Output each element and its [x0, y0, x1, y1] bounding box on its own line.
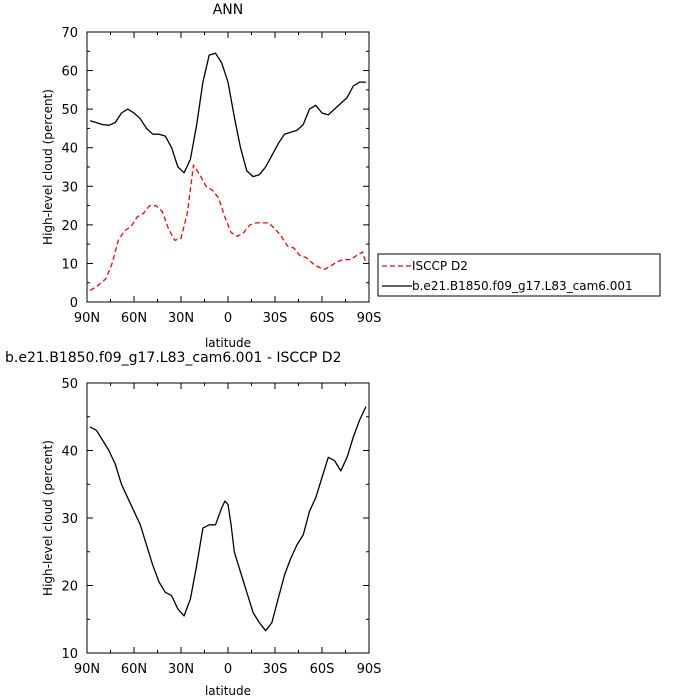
top-x-tick-label: 90N — [74, 311, 100, 326]
top-y-tick-label: 60 — [61, 65, 78, 80]
bottom-x-tick-label: 90N — [74, 662, 100, 677]
bottom-y-tick-label: 20 — [61, 580, 78, 595]
bottom-x-tick-label: 60N — [121, 662, 147, 677]
top-series-line-1 — [89, 52, 366, 178]
top-plot-frame — [86, 31, 370, 303]
top-y-tick-label: 30 — [61, 180, 78, 195]
top-series-line-0 — [89, 164, 367, 291]
top-x-axis-label: latitude — [205, 336, 251, 350]
bottom-x-tick-label: 90S — [357, 662, 382, 677]
bottom-y-axis-label: High-level cloud (percent) — [41, 440, 55, 596]
bottom-y-tick-label: 30 — [61, 512, 78, 527]
top-x-tick-label: 60N — [121, 311, 147, 326]
top-series — [89, 52, 367, 291]
bottom-y-ticks: 10 20 30 40 50 — [61, 377, 369, 662]
top-y-tick-label: 10 — [61, 257, 78, 272]
top-x-tick-label: 90S — [357, 311, 382, 326]
bottom-x-tick-label: 30S — [263, 662, 288, 677]
top-y-tick-label: 0 — [70, 296, 78, 311]
bottom-y-tick-label: 50 — [61, 377, 78, 392]
top-x-tick-label: 30N — [168, 311, 194, 326]
bottom-title: b.e21.B1850.f09_g17.L83_cam6.001 - ISCCP… — [5, 350, 342, 366]
bottom-plot-frame — [86, 382, 370, 654]
bottom-x-ticks: 90N 60N 30N 0 30S 60S 90S — [74, 383, 382, 677]
bottom-series — [89, 406, 367, 632]
bottom-series-line-0 — [89, 406, 367, 632]
top-x-tick-label: 30S — [263, 311, 288, 326]
top-x-tick-label: 60S — [310, 311, 335, 326]
legend-box — [377, 253, 661, 297]
legend-label-isccp: ISCCP D2 — [412, 259, 468, 273]
top-x-ticks: 90N 60N 30N 0 30S 60S 90S — [74, 32, 382, 326]
legend: ISCCP D2 b.e21.B1850.f09_g17.L83_cam6.00… — [377, 253, 661, 297]
bottom-x-tick-label: 30N — [168, 662, 194, 677]
bottom-x-tick-label: 60S — [310, 662, 335, 677]
legend-label-model: b.e21.B1850.f09_g17.L83_cam6.001 — [412, 279, 633, 293]
bottom-y-tick-label: 10 — [61, 647, 78, 662]
bottom-x-tick-label: 0 — [224, 662, 232, 677]
bottom-y-tick-label: 40 — [61, 445, 78, 460]
top-title: ANN — [213, 2, 244, 18]
bottom-panel: b.e21.B1850.f09_g17.L83_cam6.001 - ISCCP… — [5, 350, 381, 698]
top-y-tick-label: 20 — [61, 219, 78, 234]
bottom-x-axis-label: latitude — [205, 684, 251, 698]
top-y-axis-label: High-level cloud (percent) — [41, 89, 55, 245]
top-y-tick-label: 70 — [61, 26, 78, 41]
top-x-tick-label: 0 — [224, 311, 232, 326]
top-y-ticks: 0 10 20 30 40 50 60 70 — [61, 26, 369, 311]
top-y-tick-label: 40 — [61, 142, 78, 157]
top-y-tick-label: 50 — [61, 103, 78, 118]
